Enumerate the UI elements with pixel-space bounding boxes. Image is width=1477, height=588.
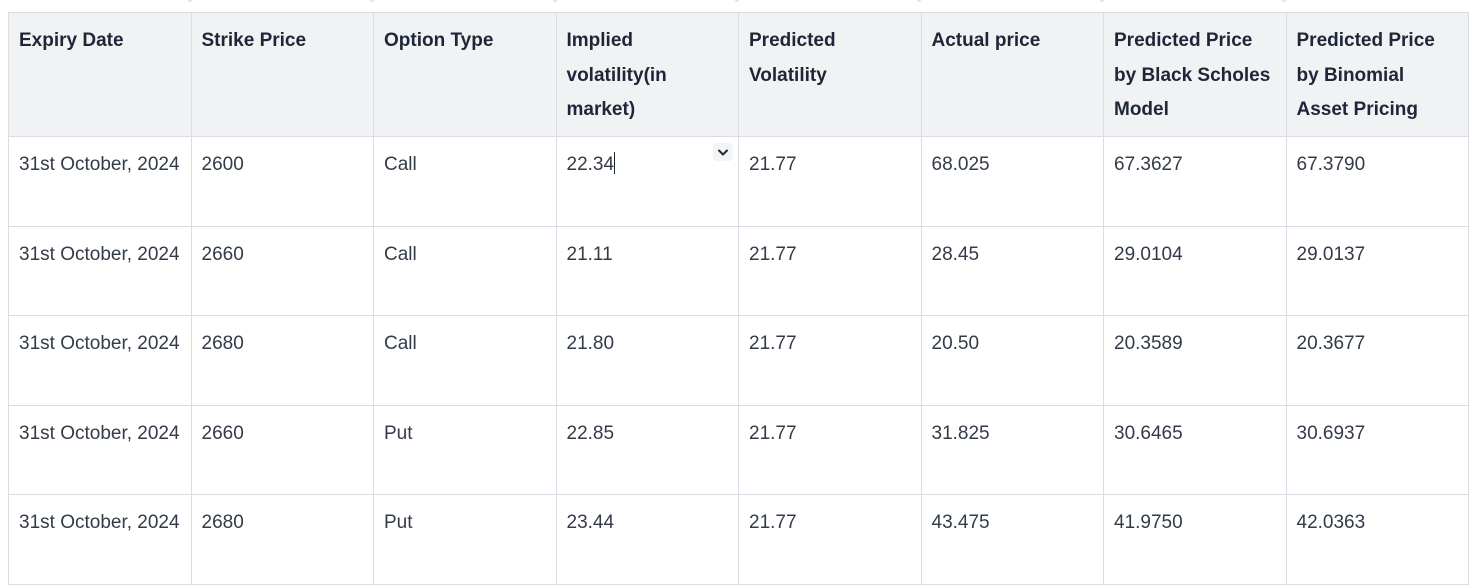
cell-strike-price[interactable]: 2680: [190, 494, 374, 585]
header-predicted-volatility[interactable]: Predicted Volatility: [738, 12, 922, 137]
cell-actual-price[interactable]: 31.825: [920, 404, 1104, 495]
cell-implied-volatility[interactable]: 23.44: [555, 494, 739, 585]
cell-predicted-volatility[interactable]: 21.77: [738, 315, 922, 406]
cell-black-scholes-price[interactable]: 30.6465: [1103, 404, 1287, 495]
cell-strike-price[interactable]: 2660: [190, 225, 374, 316]
cell-predicted-volatility[interactable]: 21.77: [738, 494, 922, 585]
header-implied-volatility[interactable]: Implied volatility(in market): [555, 12, 739, 137]
chevron-down-icon: [718, 149, 728, 155]
top-border-dots: [0, 0, 1477, 4]
cell-predicted-volatility[interactable]: 21.77: [738, 404, 922, 495]
cell-binomial-price[interactable]: 20.3677: [1285, 315, 1469, 406]
cell-binomial-price[interactable]: 29.0137: [1285, 225, 1469, 316]
cell-binomial-price[interactable]: 30.6937: [1285, 404, 1469, 495]
cell-black-scholes-price[interactable]: 67.3627: [1103, 136, 1287, 227]
cell-implied-volatility-editing[interactable]: 22.34: [555, 136, 739, 227]
cell-option-type[interactable]: Call: [373, 315, 557, 406]
table-row: 31st October, 2024 2660 Put 22.85 21.77 …: [8, 404, 1469, 495]
table-row: 31st October, 2024 2600 Call 22.34 21.77…: [8, 136, 1469, 227]
cell-implied-volatility[interactable]: 21.80: [555, 315, 739, 406]
cell-black-scholes-price[interactable]: 29.0104: [1103, 225, 1287, 316]
cell-strike-price[interactable]: 2660: [190, 404, 374, 495]
cell-expiry-date[interactable]: 31st October, 2024: [8, 315, 192, 406]
header-expiry-date[interactable]: Expiry Date: [8, 12, 192, 137]
cell-value[interactable]: 22.34: [566, 154, 615, 175]
options-pricing-table: Expiry Date Strike Price Option Type Imp…: [8, 12, 1469, 585]
cell-option-type[interactable]: Put: [373, 494, 557, 585]
header-option-type[interactable]: Option Type: [373, 12, 557, 137]
cell-black-scholes-price[interactable]: 20.3589: [1103, 315, 1287, 406]
header-black-scholes-price[interactable]: Predicted Price by Black Scholes Model: [1103, 12, 1287, 137]
table-row: 31st October, 2024 2660 Call 21.11 21.77…: [8, 225, 1469, 316]
cell-actual-price[interactable]: 20.50: [920, 315, 1104, 406]
header-actual-price[interactable]: Actual price: [920, 12, 1104, 137]
cell-option-type[interactable]: Call: [373, 225, 557, 316]
cell-implied-volatility[interactable]: 21.11: [555, 225, 739, 316]
cell-option-type[interactable]: Call: [373, 136, 557, 227]
cell-binomial-price[interactable]: 42.0363: [1285, 494, 1469, 585]
cell-actual-price[interactable]: 68.025: [920, 136, 1104, 227]
cell-menu-button[interactable]: [713, 143, 733, 161]
cell-expiry-date[interactable]: 31st October, 2024: [8, 136, 192, 227]
header-binomial-price[interactable]: Predicted Price by Binomial Asset Pricin…: [1285, 12, 1469, 137]
options-table-container: Expiry Date Strike Price Option Type Imp…: [8, 12, 1469, 585]
table-header-row: Expiry Date Strike Price Option Type Imp…: [8, 12, 1469, 137]
cell-expiry-date[interactable]: 31st October, 2024: [8, 494, 192, 585]
cell-predicted-volatility[interactable]: 21.77: [738, 225, 922, 316]
cell-expiry-date[interactable]: 31st October, 2024: [8, 404, 192, 495]
cell-actual-price[interactable]: 43.475: [920, 494, 1104, 585]
cell-actual-price[interactable]: 28.45: [920, 225, 1104, 316]
text-cursor: [614, 152, 616, 174]
table-row: 31st October, 2024 2680 Call 21.80 21.77…: [8, 315, 1469, 406]
cell-strike-price[interactable]: 2600: [190, 136, 374, 227]
cell-strike-price[interactable]: 2680: [190, 315, 374, 406]
table-row: 31st October, 2024 2680 Put 23.44 21.77 …: [8, 494, 1469, 585]
cell-binomial-price[interactable]: 67.3790: [1285, 136, 1469, 227]
cell-predicted-volatility[interactable]: 21.77: [738, 136, 922, 227]
cell-option-type[interactable]: Put: [373, 404, 557, 495]
header-strike-price[interactable]: Strike Price: [190, 12, 374, 137]
cell-expiry-date[interactable]: 31st October, 2024: [8, 225, 192, 316]
cell-implied-volatility[interactable]: 22.85: [555, 404, 739, 495]
cell-black-scholes-price[interactable]: 41.9750: [1103, 494, 1287, 585]
